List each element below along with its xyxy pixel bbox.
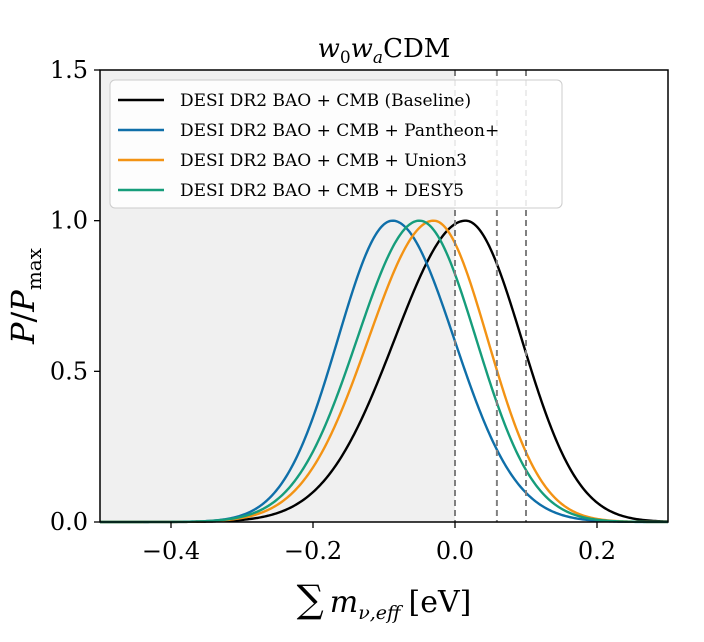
x-axis-label: ∑ mν,eff [eV] <box>297 577 472 624</box>
x-tick-label: −0.4 <box>142 537 200 565</box>
legend: DESI DR2 BAO + CMB (Baseline) DESI DR2 BA… <box>109 79 563 209</box>
x-tick-label: 0.0 <box>436 537 474 565</box>
y-axis: 0.0 0.5 1.0 1.5 <box>50 56 100 536</box>
y-tick-label: 1.5 <box>50 56 88 84</box>
plot-frame <box>99 69 669 523</box>
legend-box <box>109 79 563 209</box>
legend-label-3: DESI DR2 BAO + CMB + Union3 <box>180 151 467 171</box>
legend-label-2: DESI DR2 BAO + CMB + Pantheon+ <box>180 121 499 141</box>
y-tick-label: 0.5 <box>50 357 88 385</box>
y-axis-label: P/Pmax <box>4 247 46 345</box>
x-tick-label: 0.2 <box>578 537 616 565</box>
y-tick-label: 0.0 <box>50 508 88 536</box>
legend-label-4: DESI DR2 BAO + CMB + DESY5 <box>180 181 464 201</box>
y-tick-label: 1.0 <box>50 207 88 235</box>
chart-title: w0waCDM <box>318 34 451 68</box>
x-axis: −0.4 −0.2 0.0 0.2 <box>142 522 616 565</box>
legend-label-1: DESI DR2 BAO + CMB (Baseline) <box>180 91 471 111</box>
x-tick-label: −0.2 <box>284 537 342 565</box>
